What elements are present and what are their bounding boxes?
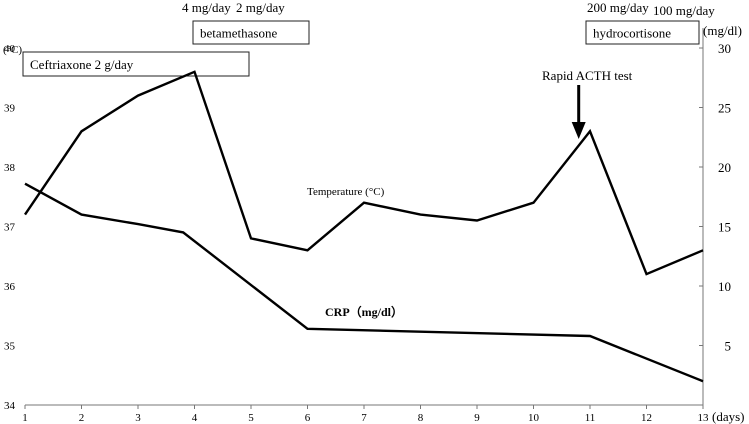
treatment-box [22, 51, 250, 77]
treatment-label: Ceftriaxone 2 g/day [30, 57, 134, 72]
crp-line [24, 182, 704, 383]
x-tick-label: 8 [418, 412, 424, 424]
left-tick-label: 38 [4, 162, 16, 174]
x-tick-label: 3 [135, 412, 141, 424]
dose-label-betamethasone-1: 4 mg/day [182, 0, 231, 15]
right-tick-label: 15 [718, 220, 731, 235]
left-tick-label: 34 [4, 400, 16, 412]
left-axis-unit: (°C) [3, 44, 22, 56]
right-tick-label: 20 [718, 160, 731, 175]
treatment-box [192, 20, 310, 45]
dose-label-hydrocortisone-1: 200 mg/day [587, 0, 649, 15]
x-tick-label: 7 [361, 412, 367, 424]
left-tick-label: 36 [4, 281, 16, 293]
left-tick-label: 39 [4, 103, 16, 115]
x-tick-label: 6 [305, 412, 311, 424]
left-tick-label: 37 [4, 222, 16, 234]
x-tick-label: 9 [474, 412, 480, 424]
x-tick-label: 10 [528, 412, 540, 424]
left-tick-label: 40 [4, 43, 16, 55]
right-axis-unit: (mg/dl) [703, 23, 742, 38]
treatment-label: betamethasone [200, 26, 277, 41]
x-tick-label: 11 [585, 412, 596, 424]
temperature-series-label: Temperature (°C) [307, 186, 385, 198]
right-tick-label: 30 [718, 41, 731, 56]
crp-series-label: CRP（mg/dl） [325, 304, 403, 319]
dose-label-hydrocortisone-2: 100 mg/day [653, 3, 715, 18]
x-tick-label: 4 [192, 412, 198, 424]
left-tick-label: 35 [4, 341, 16, 353]
dose-label-betamethasone-2: 2 mg/day [236, 0, 285, 15]
x-tick-label: 5 [248, 412, 254, 424]
right-tick-label: 10 [718, 279, 731, 294]
axes-group: 1 2 3 4 5 6 7 8 9 10 11 12 1334353637383940510152025… [4, 28, 731, 424]
treatment-boxes: Ceftriaxone 2 g/day betamethasone hydrocor… [22, 20, 700, 77]
x-axis-unit: (days) [712, 409, 745, 424]
x-tick-label: 1 [22, 412, 28, 424]
series-group [24, 70, 704, 383]
right-tick-label: 5 [725, 339, 732, 354]
x-tick-label: 12 [641, 412, 652, 424]
x-tick-label: 13 [698, 412, 710, 424]
rapid-acth-annotation: Rapid ACTH test [542, 68, 633, 83]
right-tick-label: 25 [718, 101, 731, 116]
treatment-label: hydrocortisone [593, 26, 671, 41]
treatment-box [585, 20, 700, 45]
temperature-line [24, 70, 704, 276]
acth-arrow-head [571, 122, 586, 139]
x-tick-label: 2 [79, 412, 85, 424]
